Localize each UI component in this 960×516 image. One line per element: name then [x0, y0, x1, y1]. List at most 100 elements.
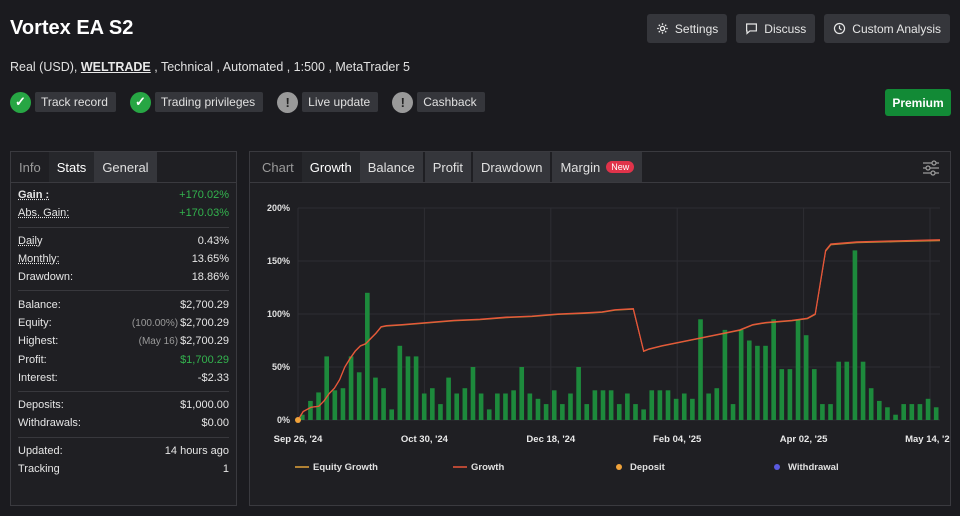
gain-row: Gain : +170.02% [18, 186, 229, 204]
tab-profit[interactable]: Profit [424, 152, 472, 182]
settings-button[interactable]: Settings [646, 14, 728, 43]
equity-value-group: (100.00%) $2,700.29 [132, 317, 229, 329]
profit-bar [828, 404, 833, 420]
highest-row: Highest: (May 16) $2,700.29 [18, 332, 229, 350]
drawdown-row: Drawdown: 18.86% [18, 268, 229, 286]
balance-value: $2,700.29 [180, 298, 229, 311]
abs-gain-label[interactable]: Abs. Gain: [18, 207, 70, 220]
profit-bar [917, 404, 923, 420]
premium-button[interactable]: Premium [885, 89, 951, 116]
chart-tabs: Chart Growth Balance Profit Drawdown Mar… [250, 152, 950, 183]
highest-note: (May 16) [138, 336, 179, 348]
growth-chart[interactable]: 0% 50% 100% 150% 200% Sep 26, '24 Oct 30, '24 D… [250, 184, 950, 505]
updated-value: 14 hours ago [164, 444, 229, 457]
profit-bar [657, 390, 663, 420]
badge-cashback[interactable]: ! Cashback [392, 91, 485, 113]
tab-stats[interactable]: Stats [48, 152, 95, 182]
daily-label[interactable]: Daily [18, 234, 43, 247]
profit-label: Profit: [18, 353, 47, 366]
tab-drawdown[interactable]: Drawdown [473, 152, 551, 182]
profit-bar [836, 361, 841, 420]
profit-bar [308, 400, 313, 420]
stats-tabs: Info Stats General [11, 152, 236, 183]
tab-growth[interactable]: Growth [301, 152, 360, 182]
tab-margin[interactable]: Margin New [552, 152, 643, 182]
y-tick-label: 100% [267, 309, 290, 319]
custom-analysis-button[interactable]: Custom Analysis [824, 14, 950, 43]
daily-row: Daily 0.43% [18, 232, 229, 250]
profit-bar [519, 367, 525, 420]
chart-panel: Chart Growth Balance Profit Drawdown Mar… [249, 151, 951, 506]
profit-bar [771, 319, 776, 420]
profit-bar [625, 393, 630, 420]
monthly-label[interactable]: Monthly: [18, 253, 60, 266]
legend-label: Equity Growth [313, 462, 378, 473]
updated-row: Updated: 14 hours ago [18, 442, 229, 460]
profit-bar [592, 390, 598, 420]
profit-bar [389, 409, 395, 420]
profit-bar [885, 407, 890, 420]
page-title: Vortex EA S2 [10, 17, 134, 39]
profit-bar [633, 404, 638, 420]
legend-swatch [616, 464, 622, 470]
equity-growth-line [297, 240, 941, 421]
tab-info[interactable]: Info [19, 159, 41, 175]
profit-bar [324, 356, 330, 420]
profit-bar [348, 356, 354, 420]
tab-balance[interactable]: Balance [359, 152, 423, 182]
profit-bar [738, 329, 744, 420]
discuss-label: Discuss [764, 21, 807, 36]
interest-label: Interest: [18, 371, 58, 384]
check-icon: ✓ [129, 91, 151, 113]
tab-general[interactable]: General [94, 152, 157, 182]
profit-bar [820, 404, 825, 420]
profit-bar [876, 400, 882, 420]
profit-bar [909, 404, 915, 420]
balance-row: Balance: $2,700.29 [18, 295, 229, 313]
profit-bar [600, 390, 606, 420]
profit-bar [405, 356, 411, 420]
discuss-button[interactable]: Discuss [736, 14, 816, 43]
x-tick-label: Apr 02, '25 [780, 434, 828, 445]
drawdown-value: 18.86% [191, 271, 229, 284]
profit-bar [755, 345, 760, 420]
clock-icon [834, 22, 846, 35]
x-tick-label: Oct 30, '24 [401, 434, 449, 445]
profit-bar [641, 409, 646, 420]
gain-label[interactable]: Gain : [18, 189, 50, 202]
badge-live-update[interactable]: ! Live update [277, 91, 379, 113]
divider [18, 290, 229, 292]
profit-bar [681, 393, 687, 420]
profit-bar [365, 292, 370, 420]
check-icon: ✓ [10, 91, 31, 113]
updated-label: Updated: [18, 444, 63, 457]
interest-row: Interest: -$2.33 [18, 369, 229, 387]
profit-bar [478, 393, 484, 420]
profit-bar [503, 393, 508, 420]
y-tick-label: 50% [272, 362, 290, 372]
deposits-row: Deposits: $1,000.00 [18, 396, 229, 414]
exclamation-icon: ! [392, 91, 414, 113]
tab-chart[interactable]: Chart [262, 159, 294, 175]
profit-bar [698, 319, 703, 420]
profit-bar [576, 367, 581, 420]
gear-icon [657, 23, 668, 34]
filter-settings-icon[interactable] [922, 159, 940, 177]
profit-bar [462, 388, 468, 420]
tracking-row: Tracking 1 [18, 460, 229, 478]
settings-label: Settings [674, 21, 719, 36]
profit-bar [649, 390, 655, 420]
profit-bar [690, 398, 695, 420]
badge-trading-privileges[interactable]: ✓ Trading privileges [129, 91, 264, 113]
stats-panel: Info Stats General Gain : +170.02% Abs. G… [10, 151, 237, 506]
badge-label: Trading privileges [154, 92, 264, 112]
profit-bar [527, 393, 533, 420]
badge-track-record[interactable]: ✓ Track record [10, 91, 116, 113]
broker-link[interactable]: WELTRADE [80, 60, 151, 74]
profit-bar [486, 409, 492, 420]
profit-bar [763, 345, 768, 420]
profit-bar [535, 398, 541, 420]
profit-bar [933, 407, 939, 420]
account-details: , Technical , Automated , 1:500 , MetaTr… [154, 60, 410, 74]
profit-bar [673, 398, 679, 420]
